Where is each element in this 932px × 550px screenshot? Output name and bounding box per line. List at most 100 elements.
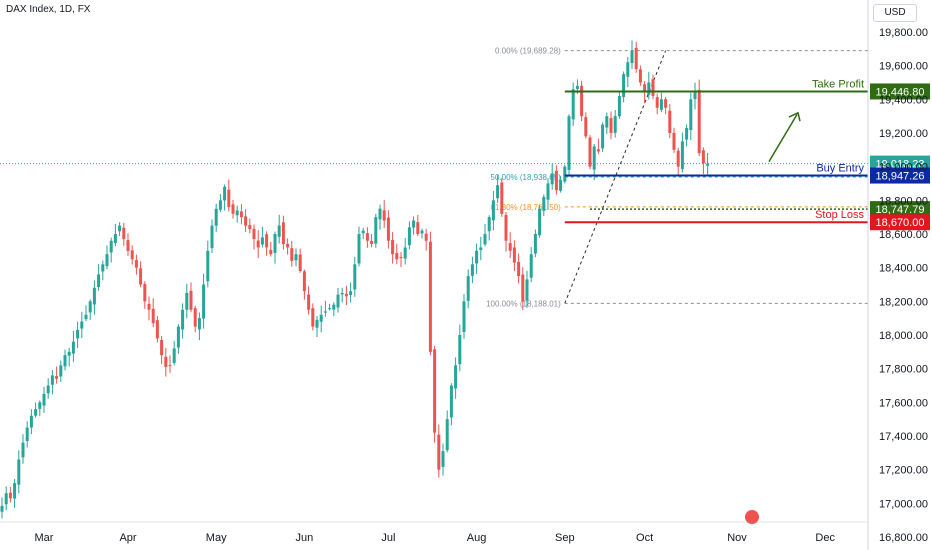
candle-body <box>231 204 235 214</box>
candle-body <box>433 349 437 433</box>
candle-body <box>441 451 445 467</box>
candle-body <box>311 308 315 327</box>
fib-level-label: 50.00% (18,938.65) <box>491 173 562 182</box>
candle-body <box>643 84 647 93</box>
candle-body <box>630 50 634 64</box>
candle-body <box>130 250 134 260</box>
candle-body <box>210 225 214 249</box>
candle-body <box>701 150 705 164</box>
candle-body <box>403 247 407 259</box>
candle-body <box>349 291 353 296</box>
candle-body <box>668 110 672 133</box>
candle-body <box>391 239 395 255</box>
candle-body <box>685 127 689 140</box>
candle-body <box>399 256 403 258</box>
candle-body <box>554 170 558 191</box>
currency-button[interactable]: USD <box>873 4 917 22</box>
y-tick-label: 17,200.00 <box>879 465 928 477</box>
candle-body <box>508 243 512 251</box>
candle-body <box>525 279 529 301</box>
candle-body <box>181 309 185 330</box>
candle-body <box>538 208 542 236</box>
candle-body <box>386 217 390 241</box>
y-tick-label: 19,200.00 <box>879 128 928 140</box>
candle-body <box>46 385 50 394</box>
candle-body <box>491 200 495 221</box>
candle-body <box>651 79 655 96</box>
candle-body <box>80 321 84 329</box>
candle-body <box>412 220 416 228</box>
candle-body <box>664 99 668 108</box>
stop-loss-value: 18,670.00 <box>876 217 925 229</box>
fibonacci-retracement[interactable]: 0.00% (19,689.28) 50.00% (18,938.65) 61.80… <box>486 47 868 309</box>
candle-body <box>563 166 567 182</box>
candle-body <box>466 276 470 301</box>
candle-body <box>118 225 122 232</box>
candle-body <box>542 196 546 211</box>
y-tick-label: 19,000.00 <box>879 162 928 174</box>
candle-body <box>193 308 197 327</box>
candle-body <box>256 240 260 248</box>
candle-body <box>487 217 491 232</box>
candle-body <box>189 290 193 310</box>
candle-body <box>638 69 642 83</box>
projection-arrow <box>768 111 801 162</box>
candle-body <box>340 292 344 295</box>
candle-body <box>42 393 46 406</box>
y-tick-label: 19,400.00 <box>879 94 928 106</box>
candle-body <box>76 329 80 339</box>
candle-body <box>517 261 521 277</box>
x-tick-label: May <box>206 532 227 544</box>
candle-body <box>97 274 101 288</box>
candle-body <box>622 74 626 98</box>
candle-body <box>407 227 411 246</box>
candle-body <box>416 222 420 234</box>
candle-body <box>689 99 693 131</box>
candle-body <box>59 365 63 377</box>
candle-body <box>361 230 365 234</box>
candle-body <box>4 493 8 505</box>
candle-body <box>105 254 109 267</box>
y-tick-label: 16,800.00 <box>879 532 928 544</box>
candle-body <box>252 228 256 240</box>
candle-body <box>248 224 252 229</box>
candle-body <box>155 320 159 339</box>
candle-body <box>122 227 126 240</box>
take-profit-label: Take Profit <box>812 78 864 90</box>
candle-body <box>218 200 222 210</box>
candle-body <box>13 483 17 499</box>
buy-entry-value: 18,947.26 <box>876 171 925 183</box>
candle-body <box>286 243 290 248</box>
candle-body <box>395 253 399 260</box>
candle-body <box>197 318 201 330</box>
candle-body <box>437 434 441 470</box>
candle-body <box>139 268 143 285</box>
y-tick-label: 17,000.00 <box>879 498 928 510</box>
candle-body <box>659 99 663 110</box>
candle-body <box>370 241 374 245</box>
candle-body <box>672 132 676 150</box>
candle-body <box>697 89 701 154</box>
x-tick-label: Dec <box>815 532 835 544</box>
candle-body <box>55 376 59 379</box>
candle-body <box>113 234 117 244</box>
candle-body <box>365 233 369 241</box>
candle-body <box>294 254 298 261</box>
candle-body <box>382 210 386 221</box>
candle-body <box>533 234 537 254</box>
candle-body <box>0 505 4 512</box>
candle-body <box>374 217 378 244</box>
candle-body <box>521 274 525 302</box>
candle-body <box>185 292 189 310</box>
candle-body <box>500 182 504 214</box>
candle-body <box>302 271 306 292</box>
candle-body <box>8 492 12 499</box>
candle-body <box>475 250 479 264</box>
candle-body <box>634 47 638 70</box>
x-tick-label: Oct <box>636 532 653 544</box>
x-tick-label: Apr <box>119 532 136 544</box>
candle-body <box>575 85 579 89</box>
candle-body <box>454 365 458 389</box>
